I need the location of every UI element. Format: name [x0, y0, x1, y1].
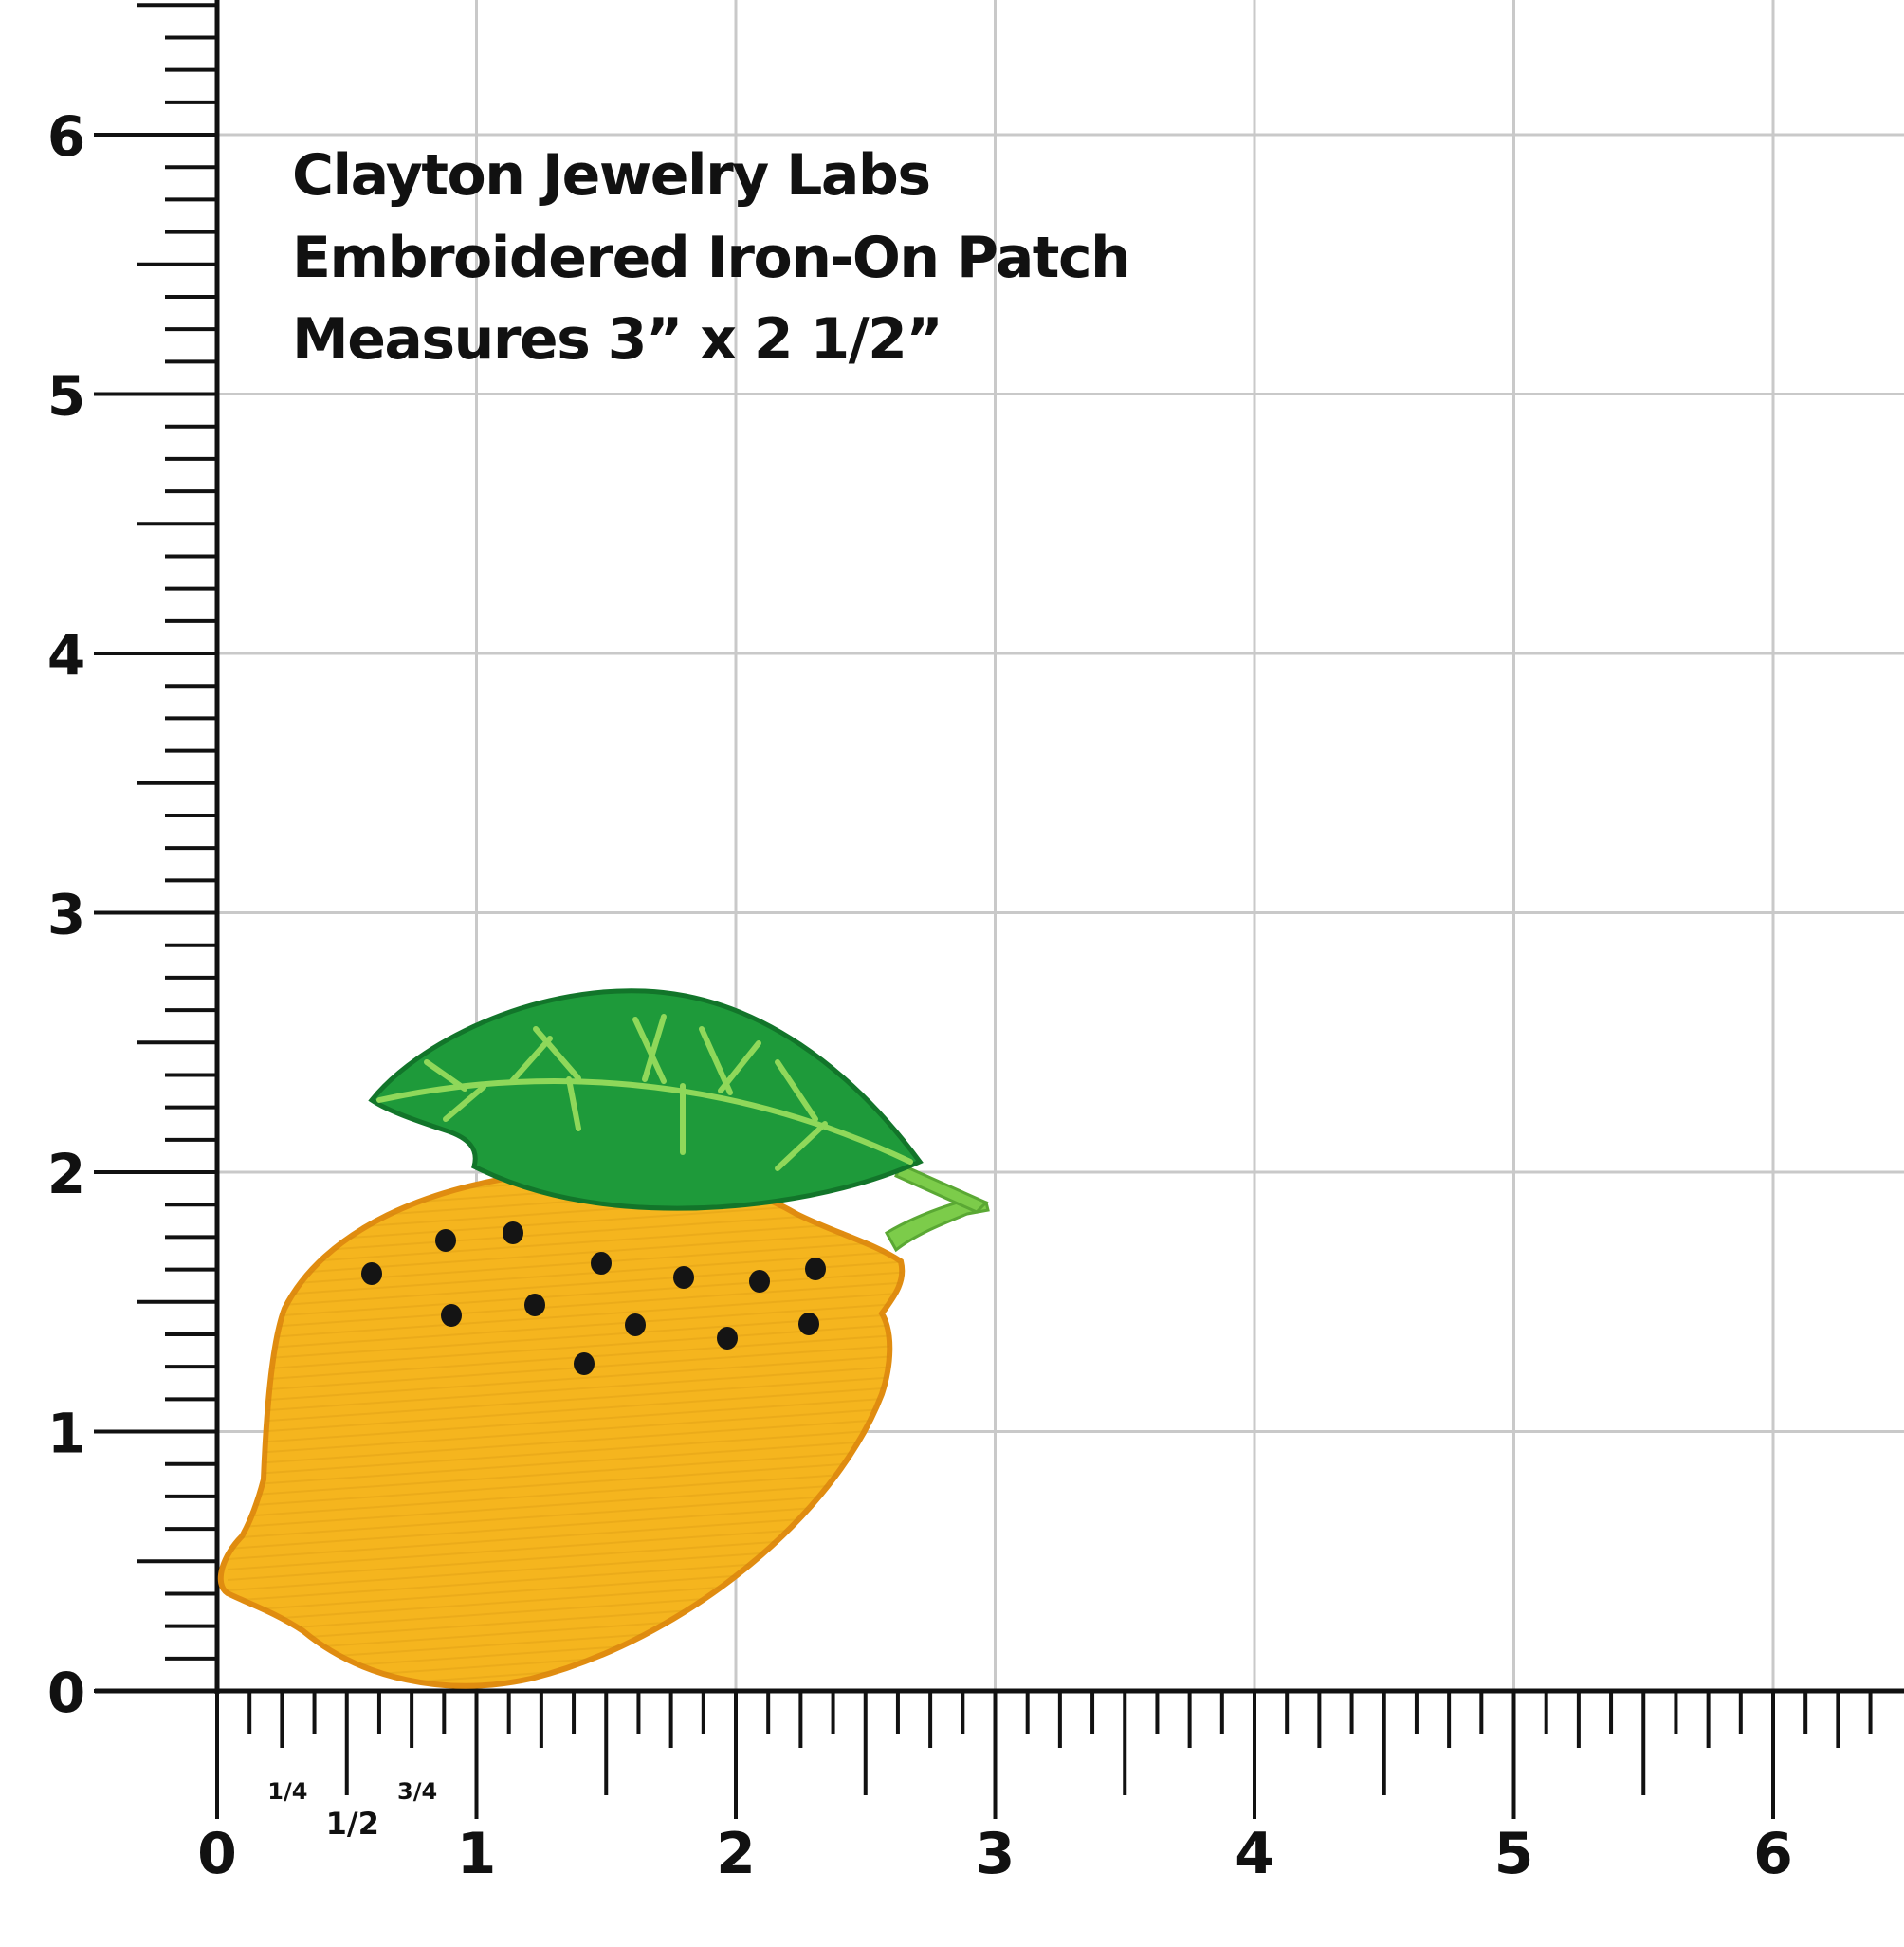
stitch-line — [227, 1427, 903, 1477]
lemon-seed — [524, 1294, 545, 1316]
lemon-seed — [441, 1304, 462, 1327]
x-axis-label: 1 — [457, 1821, 497, 1887]
y-axis-label: 3 — [47, 883, 85, 947]
stitch-line — [227, 1386, 903, 1435]
stitch-line — [227, 1365, 903, 1414]
y-axis-label: 5 — [47, 364, 85, 429]
stitch-line — [227, 1302, 903, 1351]
x-axis-label: 6 — [1753, 1821, 1793, 1887]
stitch-line — [227, 1438, 903, 1487]
stitch-line — [227, 1375, 903, 1424]
stitch-line — [227, 1260, 903, 1310]
stitch-line — [227, 1271, 903, 1320]
lemon-seed — [591, 1252, 612, 1275]
lemon-seed — [717, 1327, 738, 1350]
y-axis-label: 1 — [47, 1402, 85, 1466]
y-axis-label: 2 — [47, 1142, 85, 1206]
lemon-seed — [574, 1352, 595, 1375]
lemon-seed — [673, 1266, 694, 1289]
y-axis-label: 0 — [47, 1661, 85, 1725]
stitch-line — [227, 1354, 903, 1404]
lemon-body — [217, 1167, 906, 1689]
title-line-size: Measures 3” x 2 1/2” — [292, 306, 943, 373]
stitch-line — [227, 1500, 903, 1550]
stitch-line — [227, 1448, 903, 1497]
stitch-line — [227, 1459, 903, 1508]
x-axis-label: 4 — [1235, 1821, 1274, 1887]
stitch-line — [227, 1344, 903, 1393]
lemon-seed — [805, 1258, 826, 1280]
x-axis-fraction-label: 1/2 — [326, 1806, 379, 1842]
stitch-line — [227, 1219, 903, 1268]
x-axis-label: 3 — [976, 1821, 1016, 1887]
rulers: 0 1 2 3 4 5 6 0 1 2 3 4 5 6 1/4 1/2 3/4 — [47, 0, 1904, 1887]
stitch-line — [227, 1490, 903, 1539]
stitch-line — [227, 1323, 903, 1372]
lemon-seed — [435, 1229, 456, 1252]
stitch-line — [227, 1250, 903, 1299]
x-axis-label: 0 — [197, 1821, 237, 1887]
lemon-seed — [798, 1313, 819, 1335]
stitch-line — [227, 1229, 903, 1278]
y-axis-label: 4 — [47, 623, 85, 688]
stitch-line — [227, 1292, 903, 1341]
lemon-seeds — [361, 1221, 826, 1375]
stitch-line — [227, 1208, 903, 1258]
stitch-line — [227, 1313, 903, 1362]
lemon-seed — [625, 1313, 646, 1336]
stitch-line — [227, 1511, 903, 1560]
stitch-line — [227, 1333, 903, 1383]
stitch-line — [227, 1479, 903, 1529]
lemon-seed — [361, 1262, 382, 1285]
title-line-product: Embroidered Iron-On Patch — [292, 225, 1131, 291]
stitch-line — [227, 1417, 903, 1466]
x-axis-fraction-label: 1/4 — [267, 1778, 307, 1805]
stitch-line — [227, 1396, 903, 1445]
x-axis-label: 5 — [1494, 1821, 1534, 1887]
stitch-line — [227, 1281, 903, 1331]
lemon-seed — [503, 1221, 523, 1244]
leaf-veins — [376, 1014, 913, 1171]
title-line-brand: Clayton Jewelry Labs — [292, 142, 931, 209]
x-axis-fraction-label: 3/4 — [397, 1778, 437, 1805]
lemon-patch-image — [217, 988, 990, 1689]
lemon-stem — [884, 1198, 990, 1253]
stitch-line — [227, 1406, 903, 1456]
x-axis-label: 2 — [716, 1821, 756, 1887]
y-axis-label: 6 — [47, 104, 85, 169]
stitch-line — [227, 1469, 903, 1518]
leaf — [368, 988, 924, 1211]
stitch-line — [227, 1240, 903, 1289]
lemon-seed — [749, 1270, 770, 1293]
